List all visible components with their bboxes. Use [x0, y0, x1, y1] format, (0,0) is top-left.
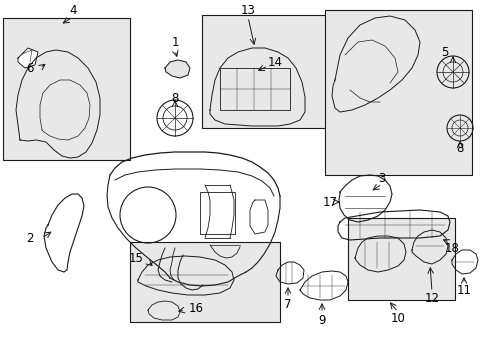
Text: 12: 12	[424, 292, 439, 305]
Text: 17: 17	[322, 195, 337, 208]
Text: 14: 14	[267, 55, 282, 68]
Text: 5: 5	[440, 45, 448, 59]
Bar	[202, 15, 329, 128]
Text: 1: 1	[171, 36, 179, 49]
Text: 15: 15	[128, 252, 143, 265]
Text: 10: 10	[390, 311, 405, 324]
Bar	[3, 18, 130, 160]
Polygon shape	[164, 60, 190, 78]
Bar	[200, 192, 235, 234]
Bar	[220, 68, 289, 110]
Text: 6: 6	[26, 62, 34, 75]
Text: 8: 8	[171, 91, 178, 104]
Bar	[347, 218, 454, 300]
Text: 4: 4	[69, 4, 77, 17]
Text: 13: 13	[240, 4, 255, 17]
Text: 7: 7	[284, 298, 291, 311]
Text: 9: 9	[318, 314, 325, 327]
Bar	[325, 10, 471, 175]
Text: 8: 8	[455, 141, 463, 154]
Bar	[130, 242, 280, 322]
Text: 18: 18	[444, 242, 459, 255]
Text: 11: 11	[456, 284, 470, 297]
Text: 16: 16	[188, 302, 203, 315]
Text: 3: 3	[378, 171, 385, 185]
Text: 2: 2	[26, 231, 34, 244]
Polygon shape	[18, 48, 38, 68]
